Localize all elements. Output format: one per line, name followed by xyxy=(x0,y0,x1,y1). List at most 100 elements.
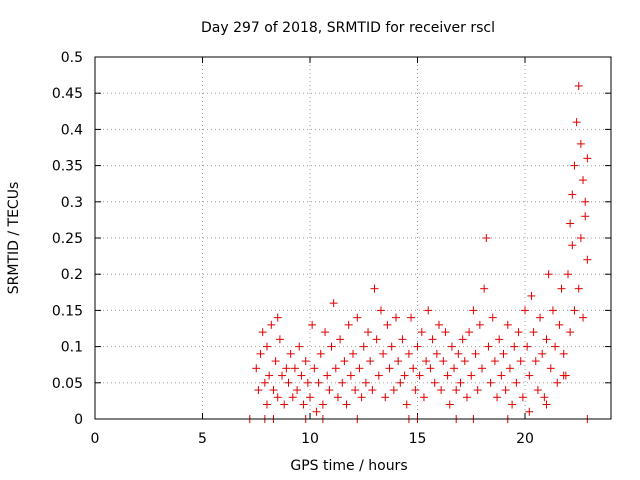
data-point xyxy=(557,284,566,293)
data-point xyxy=(273,393,282,402)
data-points xyxy=(245,81,592,423)
data-point xyxy=(338,378,347,387)
data-point xyxy=(389,386,398,395)
y-tick-label: 0.4 xyxy=(61,122,83,138)
data-point xyxy=(490,357,499,366)
data-point xyxy=(460,357,469,366)
data-point xyxy=(462,393,471,402)
data-point xyxy=(456,378,465,387)
data-point xyxy=(323,371,332,380)
data-point xyxy=(336,335,345,344)
data-point xyxy=(314,378,323,387)
data-point xyxy=(402,400,411,409)
data-point xyxy=(566,219,575,228)
data-point xyxy=(538,349,547,358)
data-point xyxy=(316,349,325,358)
data-point xyxy=(553,378,562,387)
data-point xyxy=(430,378,439,387)
data-point xyxy=(454,349,463,358)
data-point xyxy=(497,371,506,380)
y-tick-label: 0.3 xyxy=(61,195,83,211)
data-point xyxy=(374,371,383,380)
data-point xyxy=(306,393,314,402)
data-point xyxy=(568,241,577,250)
data-point xyxy=(525,371,534,380)
data-point xyxy=(379,349,388,358)
y-tick-label: 0.1 xyxy=(61,340,83,356)
data-point xyxy=(450,364,459,373)
data-point xyxy=(280,400,289,409)
data-point xyxy=(419,393,428,402)
data-point xyxy=(394,357,403,366)
data-point xyxy=(583,255,592,264)
data-point xyxy=(576,234,585,242)
data-point xyxy=(409,364,418,373)
data-point xyxy=(551,342,560,351)
data-point xyxy=(458,335,467,344)
data-point xyxy=(366,357,375,366)
y-tick-label: 0.35 xyxy=(52,159,83,175)
chart-title: Day 297 of 2018, SRMTID for receiver rsc… xyxy=(201,20,495,36)
data-point xyxy=(508,400,517,409)
data-point xyxy=(370,284,379,293)
y-tick-label: 0.2 xyxy=(61,267,83,283)
data-point xyxy=(331,364,340,373)
data-point xyxy=(555,320,564,329)
data-point xyxy=(254,386,263,395)
data-point xyxy=(424,306,433,315)
data-point xyxy=(533,386,542,395)
data-point xyxy=(514,328,523,337)
y-tick-label: 0.45 xyxy=(52,86,83,102)
data-point xyxy=(576,139,585,148)
data-point xyxy=(521,306,529,315)
data-point xyxy=(372,335,381,344)
x-axis-label: GPS time / hours xyxy=(290,458,407,474)
grid-lines xyxy=(95,57,611,419)
data-point xyxy=(559,349,568,358)
data-point xyxy=(452,386,461,395)
data-point xyxy=(581,197,590,206)
y-axis-label: SRMTID / TECUs xyxy=(6,182,22,295)
data-point xyxy=(493,393,502,402)
data-point xyxy=(267,320,276,329)
data-point xyxy=(282,364,291,373)
data-point xyxy=(329,299,338,308)
data-point xyxy=(387,342,396,351)
data-point xyxy=(265,371,274,380)
data-point xyxy=(293,386,302,395)
data-point xyxy=(342,400,351,409)
x-tick-label: 0 xyxy=(91,431,100,447)
data-point xyxy=(428,335,437,344)
data-point xyxy=(445,400,454,409)
data-point xyxy=(252,364,261,373)
data-point xyxy=(583,154,592,163)
data-point xyxy=(353,313,362,322)
data-point xyxy=(415,371,424,380)
data-point xyxy=(542,400,551,409)
data-point xyxy=(299,400,308,409)
data-point xyxy=(256,349,265,358)
data-point xyxy=(364,328,373,337)
data-point xyxy=(263,342,271,351)
data-point xyxy=(301,357,310,366)
y-tick-label: 0.5 xyxy=(61,50,83,66)
data-point xyxy=(516,357,525,366)
data-point xyxy=(544,270,553,279)
data-point xyxy=(318,400,327,409)
data-point xyxy=(546,364,555,373)
data-point xyxy=(486,378,495,387)
data-point xyxy=(284,378,293,387)
data-point xyxy=(488,313,497,322)
data-point xyxy=(579,313,588,322)
x-tick-label: 5 xyxy=(198,431,207,447)
data-point xyxy=(407,313,416,322)
data-point xyxy=(574,81,583,90)
data-point xyxy=(385,364,394,373)
y-tick-label: 0.25 xyxy=(52,231,83,247)
data-point xyxy=(525,407,534,416)
data-point xyxy=(349,349,357,358)
plot-frame xyxy=(94,56,612,420)
data-point xyxy=(467,371,476,380)
data-point xyxy=(273,313,282,322)
x-tick-label: 10 xyxy=(301,431,319,447)
